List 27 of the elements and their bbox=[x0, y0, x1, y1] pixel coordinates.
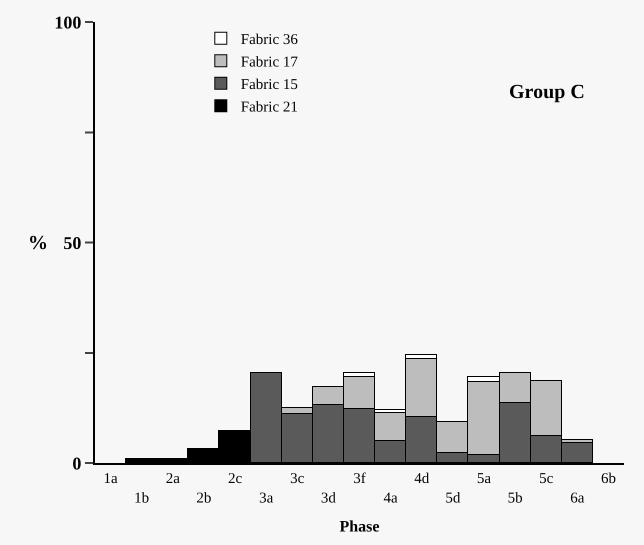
x-tick-label: 1b bbox=[134, 490, 150, 506]
x-tick-label: 3a bbox=[259, 490, 274, 506]
x-tick-label: 6b bbox=[600, 471, 616, 487]
legend-label: Fabric 36 bbox=[240, 32, 298, 48]
x-tick-label: 3d bbox=[320, 490, 336, 506]
x-tick-label: 4d bbox=[414, 471, 430, 487]
legend-label: Fabric 21 bbox=[240, 100, 298, 116]
legend-label: Fabric 15 bbox=[240, 77, 298, 94]
x-tick-label: 5a bbox=[476, 471, 492, 487]
x-tick-label: 5c bbox=[539, 471, 554, 487]
text: Group C bbox=[509, 81, 585, 103]
y-axis-title: % bbox=[28, 232, 48, 254]
y-tick-label: 0 bbox=[72, 453, 82, 474]
x-tick-label: 2b bbox=[196, 490, 212, 506]
x-tick-label: 1a bbox=[103, 471, 118, 487]
x-tick-label: 5b bbox=[508, 490, 523, 506]
x-tick-label: 3f bbox=[353, 471, 366, 487]
x-tick-label: 4a bbox=[384, 490, 398, 506]
legend-label: Fabric 17 bbox=[240, 54, 298, 71]
y-tick-label: 100 bbox=[54, 12, 82, 32]
x-tick-label: 6a bbox=[570, 490, 585, 506]
x-tick-label: 2c bbox=[228, 471, 242, 487]
x-tick-label: 2a bbox=[166, 471, 180, 487]
x-tick-label: 5d bbox=[445, 490, 461, 506]
x-axis-title: Phase bbox=[340, 518, 380, 536]
x-tick-label: 3c bbox=[290, 471, 305, 487]
y-tick-label: 50 bbox=[63, 232, 82, 253]
